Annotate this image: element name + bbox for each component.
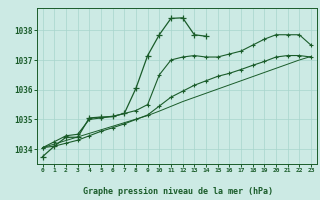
Text: Graphe pression niveau de la mer (hPa): Graphe pression niveau de la mer (hPa) — [83, 187, 273, 196]
